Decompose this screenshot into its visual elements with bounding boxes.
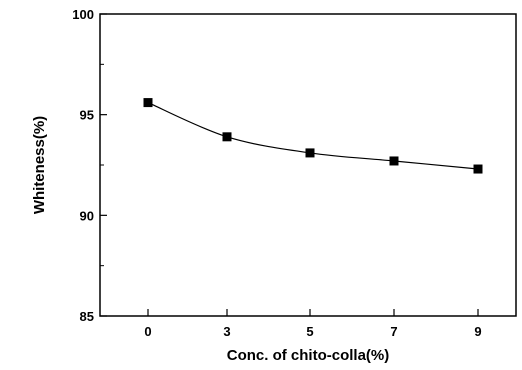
x-tick-label: 5 bbox=[306, 324, 313, 339]
x-tick-label: 3 bbox=[223, 324, 230, 339]
y-axis-title: Whiteness(%) bbox=[31, 116, 48, 214]
y-tick-label: 95 bbox=[80, 108, 94, 123]
y-tick-label: 90 bbox=[80, 208, 94, 223]
y-axis: 85 90 95 100 bbox=[72, 7, 107, 324]
y-tick-label: 100 bbox=[72, 7, 94, 22]
x-tick-label: 9 bbox=[474, 324, 481, 339]
x-axis: 0 3 5 7 9 bbox=[144, 309, 482, 339]
plot-frame bbox=[99, 13, 517, 317]
data-point bbox=[389, 156, 399, 166]
data-point bbox=[473, 164, 483, 174]
y-tick-label: 85 bbox=[80, 309, 94, 324]
data-point bbox=[222, 132, 232, 142]
fit-curve bbox=[147, 102, 479, 170]
data-point bbox=[143, 98, 153, 108]
data-markers bbox=[143, 98, 483, 174]
x-axis-title: Conc. of chito-colla(%) bbox=[227, 347, 390, 364]
x-tick-label: 0 bbox=[144, 324, 151, 339]
data-point bbox=[305, 148, 315, 158]
x-tick-label: 7 bbox=[390, 324, 397, 339]
